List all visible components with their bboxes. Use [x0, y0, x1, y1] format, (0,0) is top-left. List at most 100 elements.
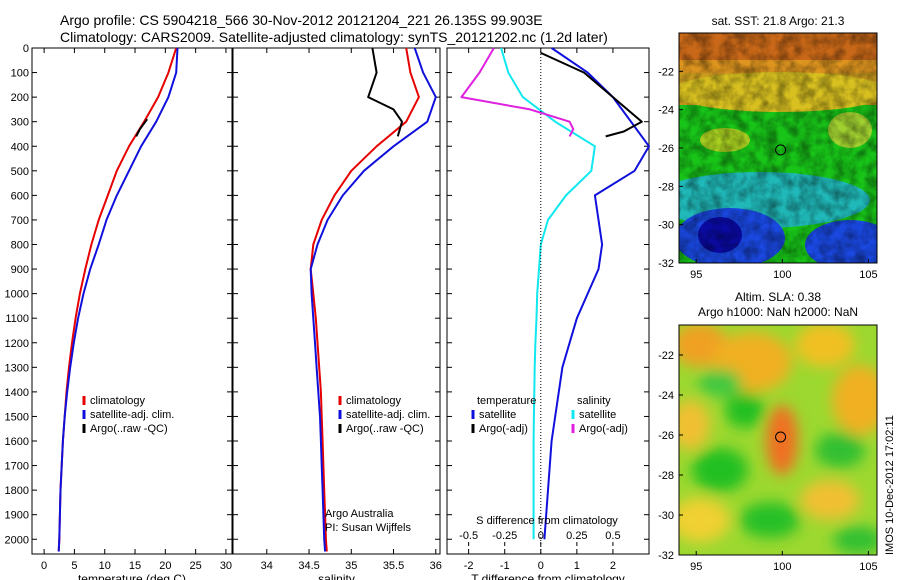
map-y-tick-label: -26 — [658, 430, 674, 442]
x-tick-label: -1 — [500, 560, 510, 572]
legend-label: satellite — [479, 409, 516, 421]
x-tick-label: 1 — [574, 560, 580, 572]
salinity-panel: 34 34.5 35 35.5 36 salinity climatology satelli… — [232, 47, 442, 580]
sst-map-title: sat. SST: 21.8 Argo: 21.3 — [712, 14, 845, 28]
legend-label: satellite — [579, 409, 616, 421]
series-line-satellite-adj-clim- — [57, 47, 179, 552]
y-tick-label: 1400 — [5, 387, 29, 399]
imos-watermark: IMOS 10-Dec-2012 17:02:11 — [884, 415, 896, 555]
legend-label: Argo(..raw -QC) — [90, 423, 168, 435]
y-tick-label: 700 — [11, 215, 29, 227]
map-y-tick-label: -22 — [658, 66, 674, 78]
x-tick-label: 30 — [220, 560, 232, 572]
sst-map-texture — [679, 33, 877, 263]
legend-title-temperature: temperature — [477, 395, 536, 407]
plot-frame — [446, 47, 650, 555]
series-line-salinity-argo-adj- — [460, 47, 575, 137]
x-tick-label: 34.5 — [298, 560, 319, 572]
legend-label: Argo(..raw -QC) — [346, 423, 424, 435]
x-tick-label: 0 — [41, 560, 47, 572]
x-tick-label: 35 — [345, 560, 357, 572]
map-y-tick-label: -22 — [658, 350, 674, 362]
map-x-tick-label: 100 — [773, 269, 791, 281]
legend-label: Argo(-adj) — [579, 423, 628, 435]
map-y-tick-label: -26 — [658, 143, 674, 155]
sla-map-frame — [678, 324, 878, 556]
temperature-panel: 0 5 10 15 20 25 300100200300400500600700800900… — [5, 43, 233, 580]
y-tick-label: 400 — [11, 141, 29, 153]
y-tick-label: 1800 — [5, 485, 29, 497]
sla-map-title-2: Argo h1000: NaN h2000: NaN — [698, 305, 858, 319]
y-tick-label: 300 — [11, 117, 29, 129]
y-tick-label: 1500 — [5, 411, 29, 423]
series-line-argo-raw-qc- — [367, 47, 403, 137]
map-x-tick-label: 105 — [859, 561, 877, 573]
x-tick-label: 34 — [261, 560, 273, 572]
sst-argo-marker — [775, 144, 787, 156]
legend-label: Argo(-adj) — [479, 423, 528, 435]
x-axis-label: salinity — [318, 572, 355, 580]
y-tick-label: 1700 — [5, 461, 29, 473]
series-line-climatology — [309, 47, 420, 552]
y-tick-label: 1100 — [5, 313, 29, 325]
s-tick-label: 0 — [538, 530, 544, 542]
map-x-tick-label: 95 — [690, 269, 702, 281]
sla-map-title-1: Altim. SLA: 0.38 — [735, 290, 821, 304]
map-y-tick-label: -30 — [658, 510, 674, 522]
annotation-line: PI: Susan Wijffels — [325, 522, 411, 534]
x-tick-label: 15 — [129, 560, 141, 572]
map-x-tick-label: 95 — [690, 561, 702, 573]
y-tick-label: 0 — [23, 43, 29, 55]
x-tick-label: 20 — [159, 560, 171, 572]
s-tick-label: -0.5 — [459, 530, 478, 542]
series-line-salinity-satellite — [500, 47, 596, 540]
x-tick-label: -2 — [464, 560, 474, 572]
y-tick-label: 600 — [11, 190, 29, 202]
y-tick-label: 1600 — [5, 436, 29, 448]
y-tick-label: 2000 — [5, 534, 29, 546]
y-tick-label: 1000 — [5, 289, 29, 301]
legend-title-salinity: salinity — [577, 395, 611, 407]
map-x-tick-label: 100 — [773, 561, 791, 573]
x-tick-label: 5 — [71, 560, 77, 572]
legend-label: climatology — [346, 395, 402, 407]
s-tick-label: 0.5 — [605, 530, 620, 542]
map-y-tick-label: -24 — [658, 105, 674, 117]
x-tick-label: 10 — [99, 560, 111, 572]
series-line-temperature-argo-adj- — [540, 51, 643, 138]
y-tick-label: 900 — [11, 264, 29, 276]
map-x-tick-label: 105 — [859, 269, 877, 281]
s-tick-label: 0.25 — [566, 530, 587, 542]
sla-map-panel: Altim. SLA: 0.38 Argo h1000: NaN h2000: … — [658, 290, 878, 573]
legend-label: satellite-adj. clim. — [90, 409, 174, 421]
x-tick-label: 2 — [610, 560, 616, 572]
y-tick-label: 500 — [11, 166, 29, 178]
plot-frame — [31, 47, 233, 555]
header-line-2: Climatology: CARS2009. Satellite-adjuste… — [60, 29, 608, 45]
y-tick-label: 1900 — [5, 510, 29, 522]
series-line-argo-raw-qc- — [135, 118, 149, 137]
map-y-tick-label: -32 — [658, 258, 674, 270]
x-axis-label: T difference from climatology — [471, 572, 625, 580]
sla-argo-marker — [775, 431, 787, 443]
map-y-tick-label: -30 — [658, 220, 674, 232]
y-tick-label: 100 — [11, 68, 29, 80]
y-tick-label: 1200 — [5, 338, 29, 350]
s-axis-label: S difference from climatology — [476, 515, 618, 527]
map-y-tick-label: -24 — [658, 390, 674, 402]
y-tick-label: 800 — [11, 240, 29, 252]
series-line-temperature-satellite — [543, 47, 650, 540]
x-tick-label: 25 — [190, 560, 202, 572]
map-y-tick-label: -32 — [658, 550, 674, 562]
y-tick-label: 1300 — [5, 362, 29, 374]
legend-label: satellite-adj. clim. — [346, 409, 430, 421]
header-line-1: Argo profile: CS 5904218_566 30-Nov-2012… — [60, 12, 543, 28]
x-tick-label: 36 — [430, 560, 442, 572]
map-y-tick-label: -28 — [658, 181, 674, 193]
sla-map-blobs — [679, 325, 877, 554]
annotation-line: Argo Australia — [325, 508, 394, 520]
sst-map-panel: sat. SST: 21.8 Argo: 21.3 95 100 105 -22 -24… — [658, 14, 877, 281]
x-tick-label: 35.5 — [383, 560, 404, 572]
